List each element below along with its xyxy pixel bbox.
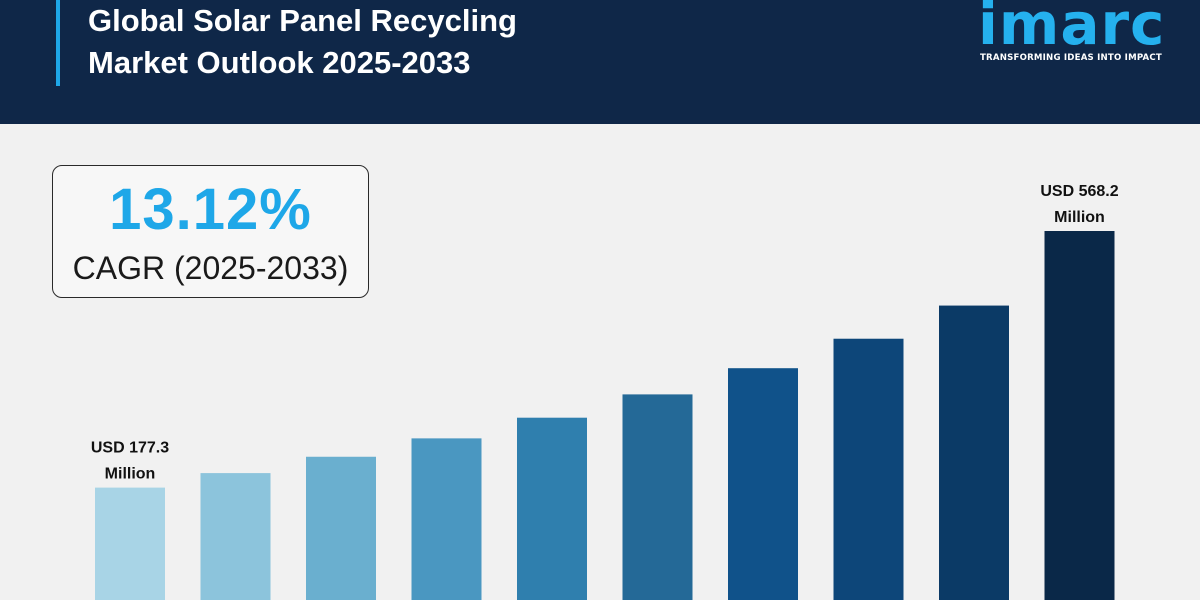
cagr-callout: 13.12% CAGR (2025-2033) bbox=[52, 165, 369, 298]
logo-wordmark: imarc bbox=[978, 0, 1166, 58]
title-line-2: Market Outlook 2025-2033 bbox=[88, 45, 471, 80]
cagr-label: CAGR (2025-2033) bbox=[72, 250, 349, 286]
bar-9 bbox=[939, 305, 1009, 600]
bar-8 bbox=[833, 338, 904, 600]
cagr-value: 13.12% bbox=[109, 177, 312, 242]
data-label-bar-1: USD 177.3 Million bbox=[91, 440, 169, 483]
bar-chart: USD 177.3 Million USD 568.2 Million bbox=[91, 183, 1119, 600]
header-banner: Global Solar Panel Recycling Market Outl… bbox=[0, 0, 1200, 124]
bar-1 bbox=[95, 487, 165, 600]
page-title: Global Solar Panel Recycling Market Outl… bbox=[88, 0, 708, 84]
data-label-bar-10: USD 568.2 Million bbox=[1040, 183, 1118, 226]
bar-3 bbox=[306, 456, 376, 600]
bar-5 bbox=[517, 417, 587, 600]
logo-tagline: TRANSFORMING IDEAS INTO IMPACT bbox=[980, 53, 1162, 63]
header-accent-bar bbox=[56, 0, 60, 86]
bar-2 bbox=[200, 473, 271, 600]
bar-6 bbox=[622, 394, 693, 600]
title-line-1: Global Solar Panel Recycling bbox=[88, 3, 517, 38]
imarc-logo: imarc TRANSFORMING IDEAS INTO IMPACT bbox=[978, 0, 1190, 72]
bar-7 bbox=[728, 368, 798, 600]
bar-10 bbox=[1044, 231, 1115, 600]
bar-4 bbox=[411, 438, 482, 600]
